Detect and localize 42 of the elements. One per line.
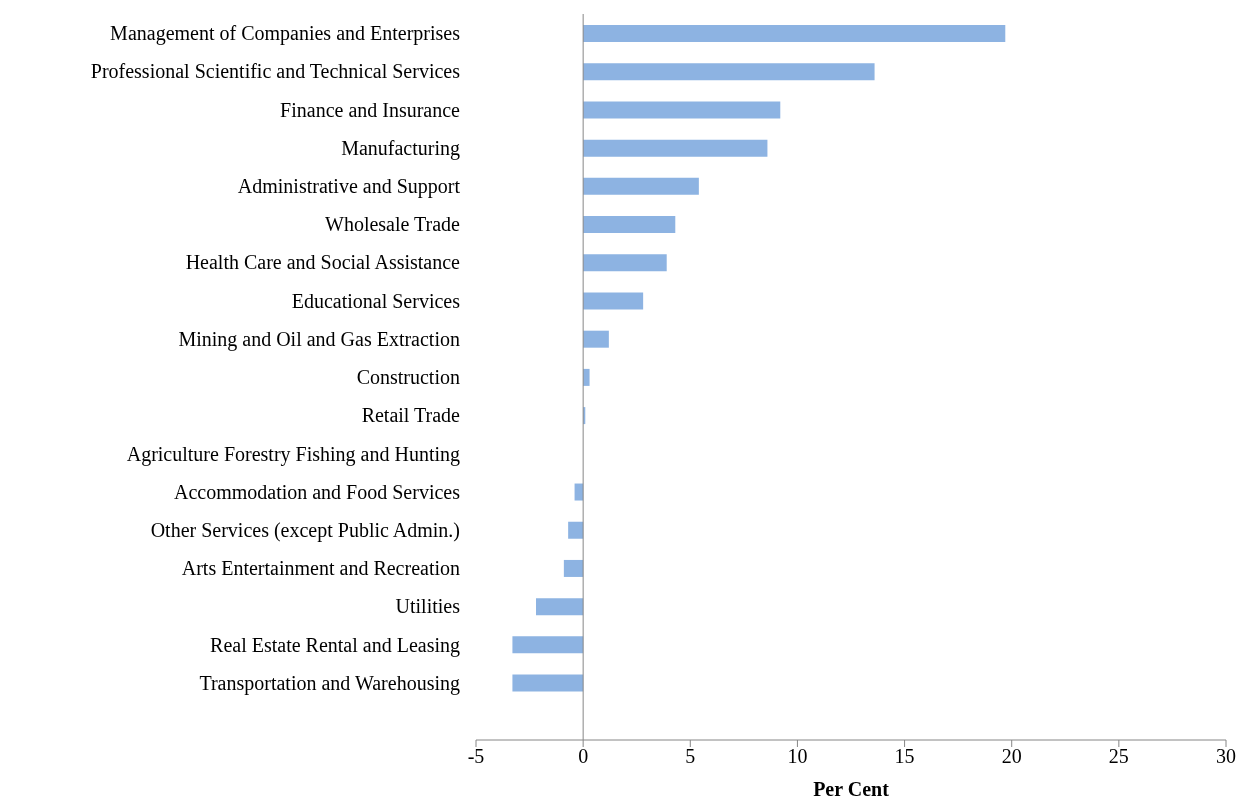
y-tick-label: Utilities xyxy=(395,595,461,618)
x-tick-label: 15 xyxy=(894,745,915,768)
y-tick-label: Health Care and Social Assistance xyxy=(185,251,461,274)
x-tick-label: 20 xyxy=(1001,745,1022,768)
bar xyxy=(512,674,584,692)
y-tick-label: Accommodation and Food Services xyxy=(173,480,461,503)
y-tick-label: Wholesale Trade xyxy=(325,213,461,236)
x-tick-label: -5 xyxy=(467,745,485,768)
bar xyxy=(583,254,667,272)
y-tick-label: Manufacturing xyxy=(341,136,460,160)
bar xyxy=(512,636,584,654)
y-tick-label: Educational Services xyxy=(291,289,461,312)
y-tick-label: Administrative and Support xyxy=(237,175,461,199)
x-tick-label: 25 xyxy=(1108,745,1129,768)
bar xyxy=(583,177,699,195)
bar xyxy=(583,330,609,348)
bar xyxy=(563,559,584,577)
bar xyxy=(583,368,590,386)
y-tick-label: Retail Trade xyxy=(361,404,461,427)
y-tick-label: Construction xyxy=(356,366,460,389)
bar xyxy=(583,63,875,81)
y-tick-label: Professional Scientific and Technical Services xyxy=(90,60,461,83)
x-tick-label: 0 xyxy=(578,745,589,768)
y-tick-label: Mining and Oil and Gas Extraction xyxy=(178,327,460,351)
bar xyxy=(583,292,644,310)
x-tick-label: 10 xyxy=(787,745,808,768)
y-tick-label: Transportation and Warehousing xyxy=(199,671,460,695)
bar xyxy=(583,101,781,119)
y-tick-label: Real Estate Rental and Leasing xyxy=(210,633,460,657)
y-tick-label: Management of Companies and Enterprises xyxy=(110,22,461,46)
bar xyxy=(583,139,768,157)
bar xyxy=(583,216,676,234)
y-tick-label: Agriculture Forestry Fishing and Hunting xyxy=(126,442,460,466)
bar xyxy=(583,25,1006,42)
y-tick-label: Arts Entertainment and Recreation xyxy=(181,557,460,580)
y-tick-label: Other Services (except Public Admin.) xyxy=(150,518,460,542)
x-axis-title: Per Cent xyxy=(813,778,890,800)
bar xyxy=(536,598,584,616)
y-tick-label: Finance and Insurance xyxy=(280,98,461,121)
x-tick-label: 5 xyxy=(685,745,696,768)
bar xyxy=(568,521,584,539)
x-tick-label: 30 xyxy=(1216,745,1236,768)
